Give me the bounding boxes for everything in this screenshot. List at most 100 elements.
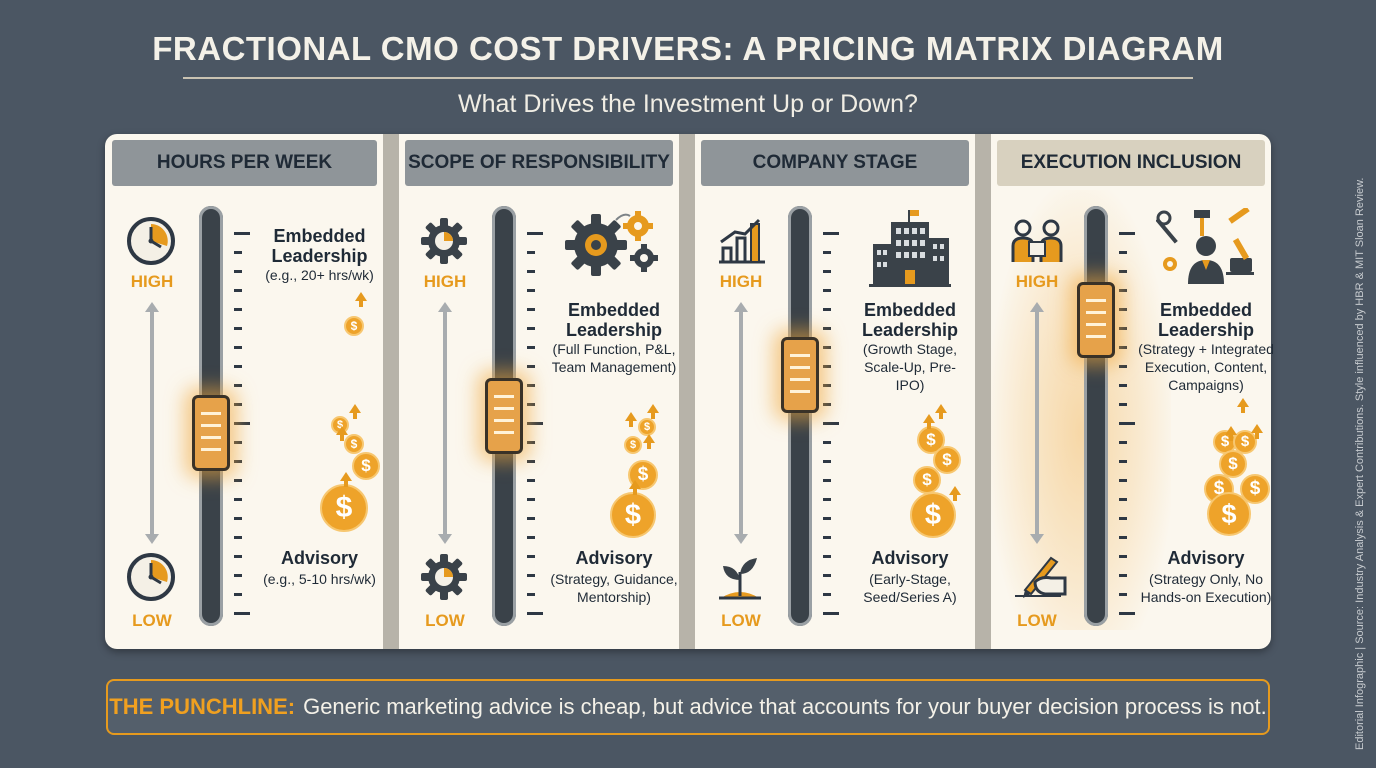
range-arrow	[739, 310, 743, 536]
column-header: HOURS PER WEEK	[112, 140, 377, 186]
low-description: (e.g., 5-10 hrs/wk)	[263, 571, 376, 587]
tools-icon	[1155, 206, 1256, 293]
high-heading: Embedded Leadership	[271, 226, 368, 266]
level-slider-thumb[interactable]	[781, 337, 819, 413]
source-note: Editorial Infographic | Source: Industry…	[1354, 177, 1366, 750]
arrow-down-icon	[438, 534, 452, 544]
driver-column-4: EXECUTION INCLUSION HIGH LOW Embedded Leade…	[991, 134, 1274, 649]
low-description: (Strategy, Guidance, Mentorship)	[550, 571, 678, 605]
dollar-coin-icon: $	[624, 436, 642, 454]
low-label: LOW	[721, 611, 761, 630]
increase-arrow-icon	[949, 486, 961, 501]
range-arrow	[1035, 310, 1039, 536]
gear-icon	[419, 216, 469, 271]
low-label: LOW	[1017, 611, 1057, 630]
dollar-coin-icon: $	[1240, 474, 1270, 504]
low-description: (Strategy Only, No Hands-on Execution)	[1140, 571, 1272, 605]
clock-icon	[126, 216, 176, 271]
slider-ticks	[234, 232, 250, 615]
arrow-up-icon	[438, 302, 452, 312]
driver-column-3: COMPANY STAGE HIGH LOW Embedded Leadership(…	[695, 134, 975, 649]
arrow-down-icon	[1030, 534, 1044, 544]
increase-arrow-icon	[643, 434, 655, 449]
high-label: HIGH	[130, 272, 174, 291]
column-divider	[679, 134, 695, 649]
driver-column-1: HOURS PER WEEK HIGH LOW Embedded Leadership…	[106, 134, 383, 649]
high-heading: Embedded Leadership	[1157, 300, 1255, 340]
high-description: (e.g., 20+ hrs/wk)	[265, 267, 374, 283]
slider-ticks	[823, 232, 839, 615]
page-title: FRACTIONAL CMO COST DRIVERS: A PRICING M…	[152, 30, 1224, 67]
clock-icon	[126, 552, 176, 607]
level-slider-track	[788, 206, 812, 626]
low-heading: Advisory	[280, 548, 359, 568]
high-heading: Embedded Leadership	[565, 300, 663, 340]
low-heading: Advisory	[575, 548, 653, 568]
increase-arrow-icon	[647, 404, 659, 419]
level-slider-track	[1084, 206, 1108, 626]
increase-arrow-icon	[355, 292, 367, 307]
level-slider-thumb[interactable]	[192, 395, 230, 471]
punchline-label: THE PUNCHLINE:	[109, 694, 296, 719]
low-description: (Early-Stage, Seed/Series A)	[863, 571, 957, 605]
range-arrow	[443, 310, 447, 536]
dollar-coin-icon: $	[628, 460, 658, 490]
gear-icon	[419, 552, 469, 607]
growth-chart-icon	[715, 216, 767, 271]
building-icon	[867, 208, 953, 293]
high-heading: Embedded Leadership	[861, 300, 959, 340]
arrow-down-icon	[734, 534, 748, 544]
dollar-coin-icon: $	[320, 484, 368, 532]
dollar-coin-icon: $	[610, 492, 656, 538]
increase-arrow-icon	[935, 404, 947, 419]
driver-column-2: SCOPE OF RESPONSIBILITY HIGH LOW Embedded L…	[399, 134, 679, 649]
arrow-up-icon	[1030, 302, 1044, 312]
writing-hand-icon	[1011, 552, 1067, 607]
dollar-coin-icon: $	[352, 452, 380, 480]
column-divider	[383, 134, 399, 649]
dollar-coin-icon: $	[344, 316, 364, 336]
low-label: LOW	[425, 611, 465, 630]
dollar-coin-icon: $	[1219, 450, 1247, 478]
high-label: HIGH	[423, 272, 467, 291]
team-icon	[1011, 216, 1063, 271]
increase-arrow-icon	[340, 472, 352, 487]
increase-arrow-icon	[625, 412, 637, 427]
high-description: (Strategy + Integrated Execution, Conten…	[1138, 341, 1274, 393]
punchline-banner: THE PUNCHLINE: Generic marketing advice …	[106, 679, 1270, 735]
column-divider	[975, 134, 991, 649]
increase-arrow-icon	[923, 414, 935, 429]
dollar-coin-icon: $	[344, 434, 364, 454]
increase-arrow-icon	[336, 426, 348, 441]
increase-arrow-icon	[1225, 426, 1237, 441]
column-header: EXECUTION INCLUSION	[997, 140, 1265, 186]
high-description: (Full Function, P&L, Team Management)	[551, 341, 677, 375]
highlight-glow	[991, 190, 1171, 630]
punchline-text: Generic marketing advice is cheap, but a…	[303, 694, 1267, 719]
sprout-icon	[715, 552, 765, 607]
high-label: HIGH	[719, 272, 763, 291]
page-subtitle: What Drives the Investment Up or Down?	[458, 90, 918, 118]
slider-ticks	[527, 232, 543, 615]
dollar-coin-icon: $	[1233, 430, 1257, 454]
level-slider-thumb[interactable]	[1077, 282, 1115, 358]
arrow-up-icon	[145, 302, 159, 312]
arrow-up-icon	[734, 302, 748, 312]
increase-arrow-icon	[1237, 398, 1249, 413]
slider-ticks	[1119, 232, 1135, 615]
level-slider-thumb[interactable]	[485, 378, 523, 454]
increase-arrow-icon	[349, 404, 361, 419]
increase-arrow-icon	[1251, 424, 1263, 439]
low-heading: Advisory	[871, 548, 949, 568]
arrow-down-icon	[145, 534, 159, 544]
low-heading: Advisory	[1167, 548, 1245, 568]
gear-cluster-icon	[564, 208, 660, 293]
column-header: SCOPE OF RESPONSIBILITY	[405, 140, 673, 186]
title-divider	[183, 77, 1193, 79]
dollar-coin-icon: $	[1207, 492, 1251, 536]
high-description: (Growth Stage, Scale-Up, Pre-IPO)	[862, 341, 958, 393]
dollar-coin-icon: $	[910, 492, 956, 538]
column-header: COMPANY STAGE	[701, 140, 969, 186]
high-label: HIGH	[1015, 272, 1059, 291]
low-label: LOW	[132, 611, 172, 630]
